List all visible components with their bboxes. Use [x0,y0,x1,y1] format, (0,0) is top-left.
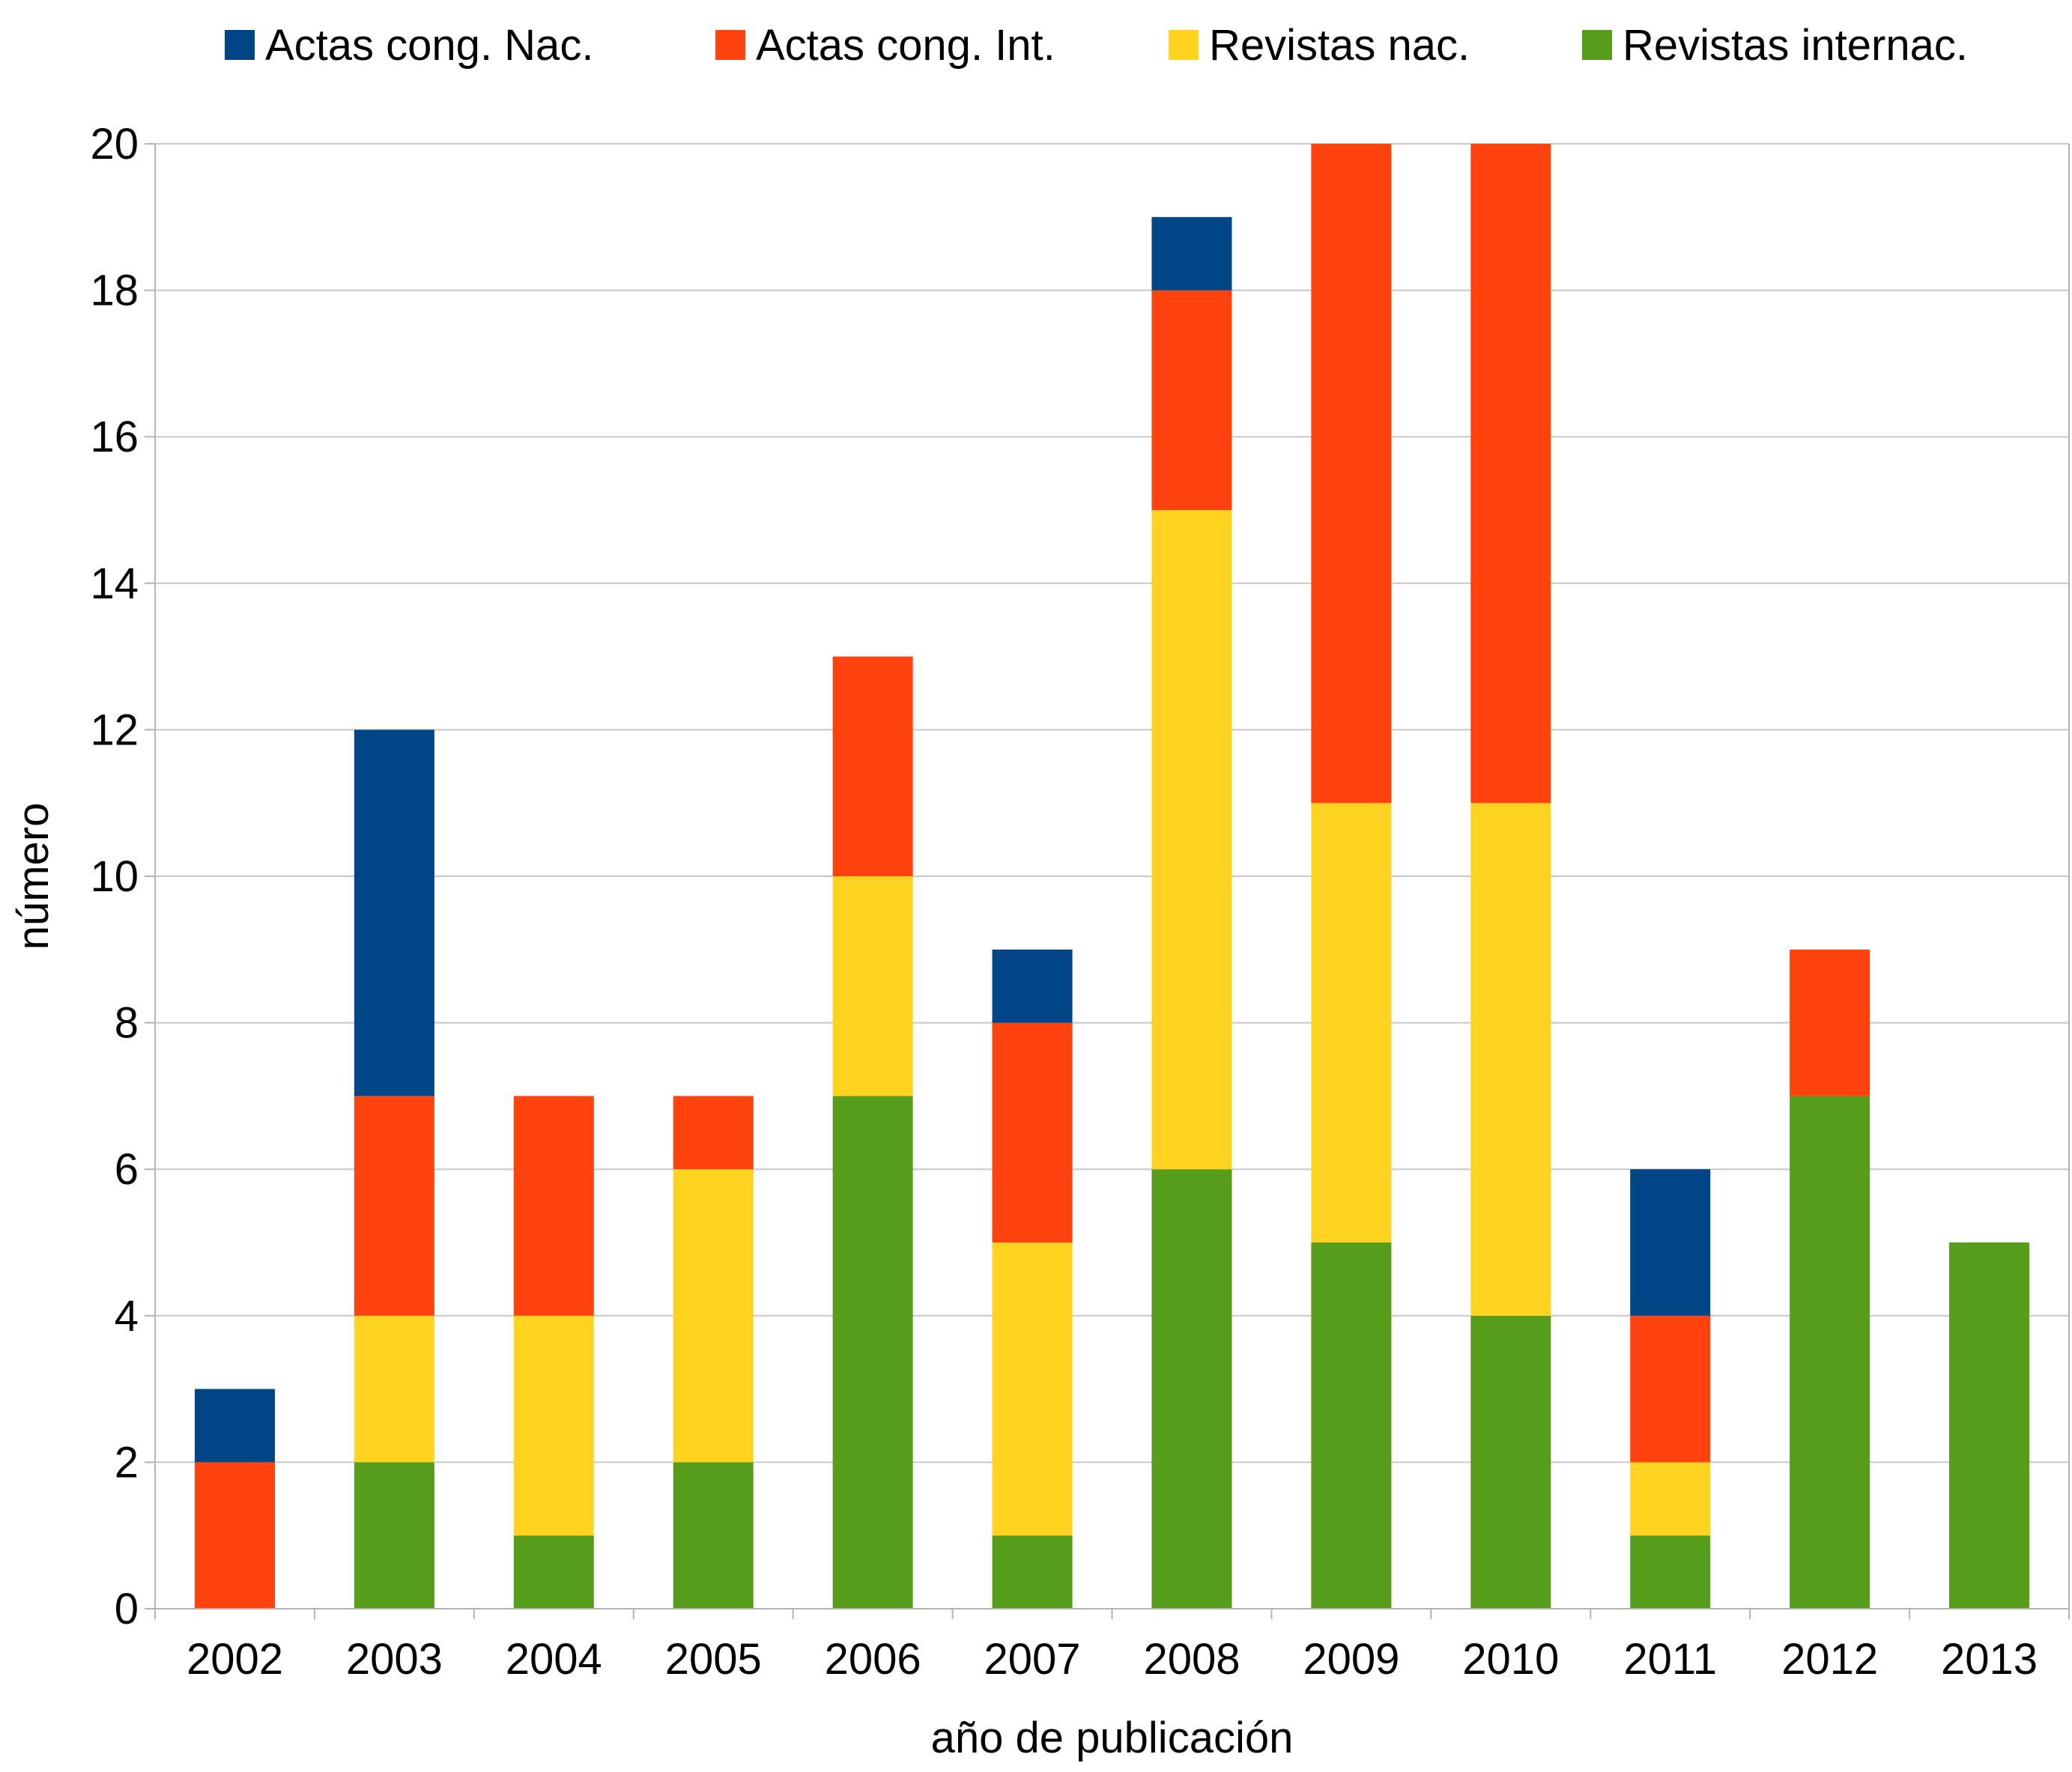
legend-swatch [1582,30,1612,60]
bar-segment-2011-revistas-internac [1630,1535,1711,1609]
tick-labels: 0 2 4 6 8 10 12 14 16 18 20 2002 2003 2004 2005 2006 200… [90,120,2038,1684]
y-tick-label: 10 [90,852,139,901]
y-tick-label: 2 [115,1438,139,1487]
y-tick-label: 6 [115,1145,139,1194]
bar-segment-2010-revistas-internac [1470,1315,1551,1609]
x-tick-label: 2004 [506,1635,602,1684]
x-tick-label: 2012 [1781,1635,1878,1684]
legend-swatch [1169,30,1199,60]
y-tick-label: 8 [115,999,139,1048]
bar-segment-2004-revistas-internac [513,1535,594,1609]
legend-swatch [225,30,255,60]
bar-segment-2008-revistas-nac [1151,510,1232,1170]
bar-segment-2005-revistas-internac [673,1462,754,1609]
legend: Actas cong. Nac. Actas cong. Int. Revistas… [225,21,1968,70]
legend-label: Revistas nac. [1209,21,1470,70]
x-tick-label: 2003 [346,1635,443,1684]
x-tick-label: 2006 [825,1635,921,1684]
gridlines [155,143,2069,1609]
x-tick-label: 2013 [1941,1635,2038,1684]
bar-segment-2003-revistas-nac [354,1315,434,1463]
bar-segment-2002-actas-cong-int [194,1462,275,1609]
bar-segment-2003-revistas-internac [354,1462,434,1609]
bar-segment-2006-actas-cong-int [832,656,913,876]
x-tick-label: 2002 [187,1635,283,1684]
bar-segment-2007-revistas-internac [992,1535,1073,1609]
y-tick-label: 14 [90,559,139,608]
bar-segment-2007-actas-cong-nac [992,949,1073,1023]
x-tick-label: 2008 [1143,1635,1240,1684]
bar-segment-2012-revistas-internac [1790,1096,1870,1609]
legend-item-revistas-nac: Revistas nac. [1169,21,1470,70]
bar-segment-2006-revistas-nac [832,876,913,1096]
x-tick-label: 2010 [1462,1635,1559,1684]
axes [145,143,2070,1619]
bar-segment-2008-actas-cong-int [1151,290,1232,510]
bar-segment-2004-revistas-nac [513,1315,594,1536]
legend-swatch [715,30,745,60]
legend-item-actas-cong-int: Actas cong. Int. [715,21,1055,70]
bars [194,144,2030,1609]
bar-segment-2007-revistas-nac [992,1242,1073,1536]
bar-segment-2006-revistas-internac [832,1096,913,1609]
bar-segment-2009-actas-cong-int [1311,144,1392,804]
y-tick-label: 18 [90,267,139,315]
bar-segment-2011-revistas-nac [1630,1462,1711,1536]
bar-segment-2013-revistas-internac [1949,1242,2030,1609]
bar-segment-2012-actas-cong-int [1790,949,1870,1096]
y-tick-label: 12 [90,706,139,754]
x-tick-label: 2009 [1303,1635,1399,1684]
legend-label: Revistas internac. [1623,21,1968,70]
bar-segment-2004-actas-cong-int [513,1096,594,1316]
x-axis-title: año de publicación [931,1714,1294,1762]
x-tick-label: 2005 [665,1635,762,1684]
bar-segment-2003-actas-cong-nac [354,729,434,1096]
bar-segment-2007-actas-cong-int [992,1022,1073,1242]
legend-item-revistas-internac: Revistas internac. [1582,21,1968,70]
legend-item-actas-cong-nac: Actas cong. Nac. [225,21,593,70]
y-tick-label: 4 [115,1292,139,1341]
bar-segment-2008-revistas-internac [1151,1169,1232,1609]
legend-label: Actas cong. Nac. [265,21,593,70]
bar-segment-2009-revistas-nac [1311,803,1392,1242]
bar-segment-2010-actas-cong-int [1470,144,1551,804]
y-tick-label: 16 [90,413,139,461]
bar-segment-2002-actas-cong-nac [194,1389,275,1463]
bar-segment-2005-revistas-nac [673,1169,754,1463]
bar-segment-2011-actas-cong-int [1630,1315,1711,1463]
y-tick-label: 0 [115,1585,139,1633]
y-tick-label: 20 [90,120,139,169]
x-tick-label: 2007 [984,1635,1081,1684]
bar-segment-2011-actas-cong-nac [1630,1169,1711,1316]
y-axis-title: número [9,803,58,950]
bar-segment-2009-revistas-internac [1311,1242,1392,1609]
bar-segment-2005-actas-cong-int [673,1096,754,1170]
bar-segment-2003-actas-cong-int [354,1096,434,1316]
legend-label: Actas cong. Int. [756,21,1055,70]
bar-segment-2010-revistas-nac [1470,803,1551,1316]
x-tick-label: 2011 [1623,1635,1717,1684]
bar-segment-2008-actas-cong-nac [1151,216,1232,291]
